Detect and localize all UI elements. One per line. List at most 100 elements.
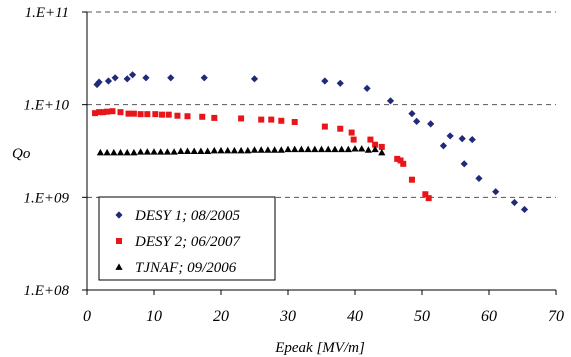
data-point — [130, 110, 137, 117]
data-point — [116, 148, 125, 156]
data-point — [386, 97, 395, 105]
data-point — [204, 147, 212, 155]
data-point — [492, 188, 500, 196]
data-point — [237, 146, 245, 154]
data-point — [123, 75, 131, 83]
data-point — [110, 148, 118, 156]
data-point — [197, 147, 205, 155]
data-point — [170, 148, 178, 155]
legend-marker — [116, 238, 122, 244]
x-tick-label: 30 — [279, 308, 296, 325]
data-point — [92, 110, 99, 117]
x-axis-label: Epeak [MV/m] — [274, 340, 365, 356]
data-point — [350, 136, 357, 143]
data-point — [378, 143, 385, 150]
x-tick-label: 10 — [146, 308, 162, 325]
data-point — [111, 74, 119, 82]
data-point — [130, 148, 138, 156]
legend: DESY 1; 08/2005 DESY 2; 06/2007 TJNAF; 09/… — [98, 196, 276, 281]
data-point — [117, 109, 124, 116]
data-point — [217, 146, 225, 154]
legend-marker — [115, 263, 123, 270]
data-point — [363, 84, 371, 92]
data-point — [109, 108, 116, 115]
data-point — [95, 78, 103, 86]
legend-label: DESY 1; 08/2005 — [134, 208, 241, 224]
data-point — [475, 174, 483, 183]
y-tick-label: 1.E+08 — [23, 283, 69, 299]
data-point — [230, 146, 238, 154]
data-point — [258, 116, 265, 123]
x-tick-label: 20 — [213, 308, 229, 325]
data-point — [244, 146, 252, 154]
data-point — [317, 145, 326, 153]
data-point — [408, 176, 415, 183]
data-point — [167, 74, 175, 82]
data-point — [238, 115, 245, 122]
data-point — [210, 146, 218, 154]
y-tick-label: 1.E+11 — [25, 5, 69, 21]
data-point — [348, 129, 355, 136]
data-point — [468, 135, 476, 144]
data-point — [250, 75, 259, 83]
data-point — [425, 195, 432, 202]
data-point — [200, 74, 208, 82]
data-point — [103, 148, 111, 156]
data-point — [344, 145, 352, 153]
data-point — [211, 114, 218, 121]
data-point — [157, 148, 165, 155]
data-point — [184, 113, 191, 120]
data-point — [144, 111, 151, 118]
data-point — [413, 117, 421, 125]
data-point — [321, 77, 329, 85]
data-point — [125, 110, 132, 117]
x-tick-label: 0 — [83, 308, 91, 325]
data-point — [397, 157, 404, 164]
data-point — [422, 191, 429, 198]
data-point — [371, 145, 379, 153]
data-point — [372, 141, 379, 148]
data-point — [137, 111, 144, 118]
data-point — [96, 109, 103, 116]
data-point — [278, 117, 285, 124]
data-point — [150, 148, 158, 155]
data-point — [268, 116, 275, 123]
data-point — [277, 146, 285, 153]
data-point — [123, 148, 131, 156]
data-point — [257, 146, 265, 153]
data-point — [159, 111, 166, 118]
legend-label: TJNAF; 09/2006 — [135, 260, 237, 276]
data-point — [364, 146, 372, 153]
y-axis-label: Qo — [12, 146, 31, 162]
data-point — [367, 136, 374, 143]
data-point — [284, 145, 292, 153]
y-tick-label: 1.E+10 — [23, 98, 69, 114]
data-point — [143, 148, 151, 155]
data-point — [104, 108, 111, 115]
legend-label: DESY 2; 06/2007 — [134, 234, 242, 250]
data-point — [291, 119, 298, 126]
data-point — [394, 155, 401, 162]
tick-labels: 0 10 20 30 40 50 60 70 1.E+08 1.E+09 1.E+10 1.E+11 — [23, 5, 564, 325]
series-triangle-points — [96, 145, 386, 156]
data-point — [163, 148, 171, 155]
data-point — [271, 146, 279, 153]
axes — [86, 12, 556, 291]
data-point — [460, 160, 468, 168]
series-diamond-points — [93, 71, 529, 214]
data-point — [183, 147, 192, 155]
data-point — [337, 125, 344, 132]
x-tick-label: 50 — [414, 308, 430, 325]
data-point — [199, 113, 206, 120]
data-point — [297, 145, 305, 153]
data-point — [458, 135, 466, 143]
data-point — [427, 120, 435, 128]
data-point — [408, 110, 416, 118]
data-point — [446, 132, 454, 140]
data-point — [351, 145, 359, 152]
data-point — [331, 145, 339, 153]
data-point — [304, 145, 312, 153]
data-point — [510, 198, 519, 207]
x-tick-label: 60 — [481, 308, 497, 325]
